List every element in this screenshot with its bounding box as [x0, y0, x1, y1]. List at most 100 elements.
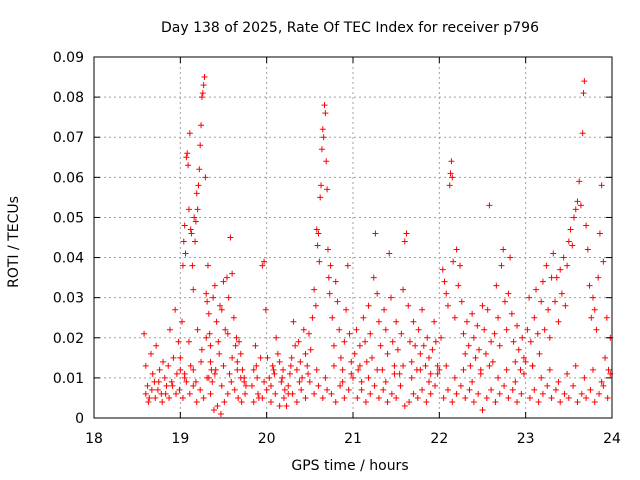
data-point: [309, 314, 316, 321]
data-point: [565, 394, 572, 401]
data-point: [317, 194, 324, 201]
data-point: [346, 330, 353, 337]
data-point: [142, 362, 149, 369]
data-point: [253, 362, 260, 369]
data-point: [493, 282, 500, 289]
data-point: [314, 242, 321, 249]
data-point: [206, 330, 213, 337]
data-point: [190, 286, 197, 293]
data-point: [457, 262, 464, 269]
data-point: [449, 174, 456, 181]
data-point: [228, 378, 235, 385]
data-point: [368, 354, 375, 361]
data-point: [465, 342, 472, 349]
data-point: [467, 362, 474, 369]
data-point: [588, 314, 595, 321]
data-point: [156, 366, 163, 373]
data-point: [531, 386, 538, 393]
data-point: [184, 150, 191, 157]
data-point: [565, 238, 572, 245]
data-point: [221, 398, 228, 405]
data-point: [557, 398, 564, 405]
data-point: [590, 366, 597, 373]
data-point: [336, 326, 343, 333]
data-point: [207, 390, 214, 397]
data-point: [214, 402, 221, 409]
data-point: [571, 214, 578, 221]
data-point: [405, 302, 412, 309]
data-point: [558, 290, 565, 297]
data-point: [341, 394, 348, 401]
data-point: [185, 338, 192, 345]
data-point: [574, 398, 581, 405]
data-point: [564, 262, 571, 269]
data-point: [472, 354, 479, 361]
data-point: [604, 394, 611, 401]
data-point: [250, 366, 257, 373]
data-point: [177, 366, 184, 373]
y-tick-label: 0.06: [53, 170, 84, 186]
data-point: [181, 370, 188, 377]
data-point: [492, 398, 499, 405]
data-point: [259, 262, 266, 269]
data-point: [444, 386, 451, 393]
data-point: [205, 310, 212, 317]
data-point: [380, 386, 387, 393]
data-point: [555, 318, 562, 325]
data-point: [201, 74, 208, 81]
data-point: [200, 394, 207, 401]
data-point: [417, 350, 424, 357]
data-point: [187, 226, 194, 233]
data-point: [410, 318, 417, 325]
y-tick-label: 0.03: [53, 291, 84, 307]
data-point: [367, 330, 374, 337]
data-point: [293, 366, 300, 373]
data-point: [194, 206, 201, 213]
data-point: [577, 202, 584, 209]
data-point: [496, 390, 503, 397]
data-point: [503, 326, 510, 333]
data-point: [252, 342, 259, 349]
data-point: [195, 182, 202, 189]
data-point: [552, 298, 559, 305]
data-point: [232, 342, 239, 349]
data-point: [423, 398, 430, 405]
data-point: [299, 374, 306, 381]
x-tick-label: 24: [603, 431, 621, 447]
data-point: [263, 386, 270, 393]
data-point: [224, 330, 231, 337]
data-point: [535, 398, 542, 405]
data-point: [501, 298, 508, 305]
data-point: [283, 402, 290, 409]
data-point: [396, 370, 403, 377]
data-point: [548, 394, 555, 401]
data-point: [234, 366, 241, 373]
data-point: [591, 398, 598, 405]
data-point: [427, 370, 434, 377]
y-tick-label: 0.07: [53, 130, 84, 146]
data-point: [339, 366, 346, 373]
data-point: [183, 154, 190, 161]
data-point: [580, 90, 587, 97]
data-point: [590, 294, 597, 301]
data-point: [316, 258, 323, 265]
data-point: [391, 362, 398, 369]
data-point: [300, 326, 307, 333]
data-point: [562, 302, 569, 309]
data-point: [203, 290, 210, 297]
data-point: [460, 366, 467, 373]
data-point: [257, 354, 264, 361]
data-point: [332, 398, 339, 405]
data-point: [248, 382, 255, 389]
data-point: [548, 274, 555, 281]
data-point: [324, 386, 331, 393]
data-point: [439, 266, 446, 273]
data-point: [564, 370, 571, 377]
data-point: [432, 382, 439, 389]
data-point: [255, 390, 262, 397]
data-point: [505, 394, 512, 401]
data-point: [223, 274, 230, 281]
data-point: [270, 366, 277, 373]
data-point: [451, 314, 458, 321]
data-point: [204, 262, 211, 269]
